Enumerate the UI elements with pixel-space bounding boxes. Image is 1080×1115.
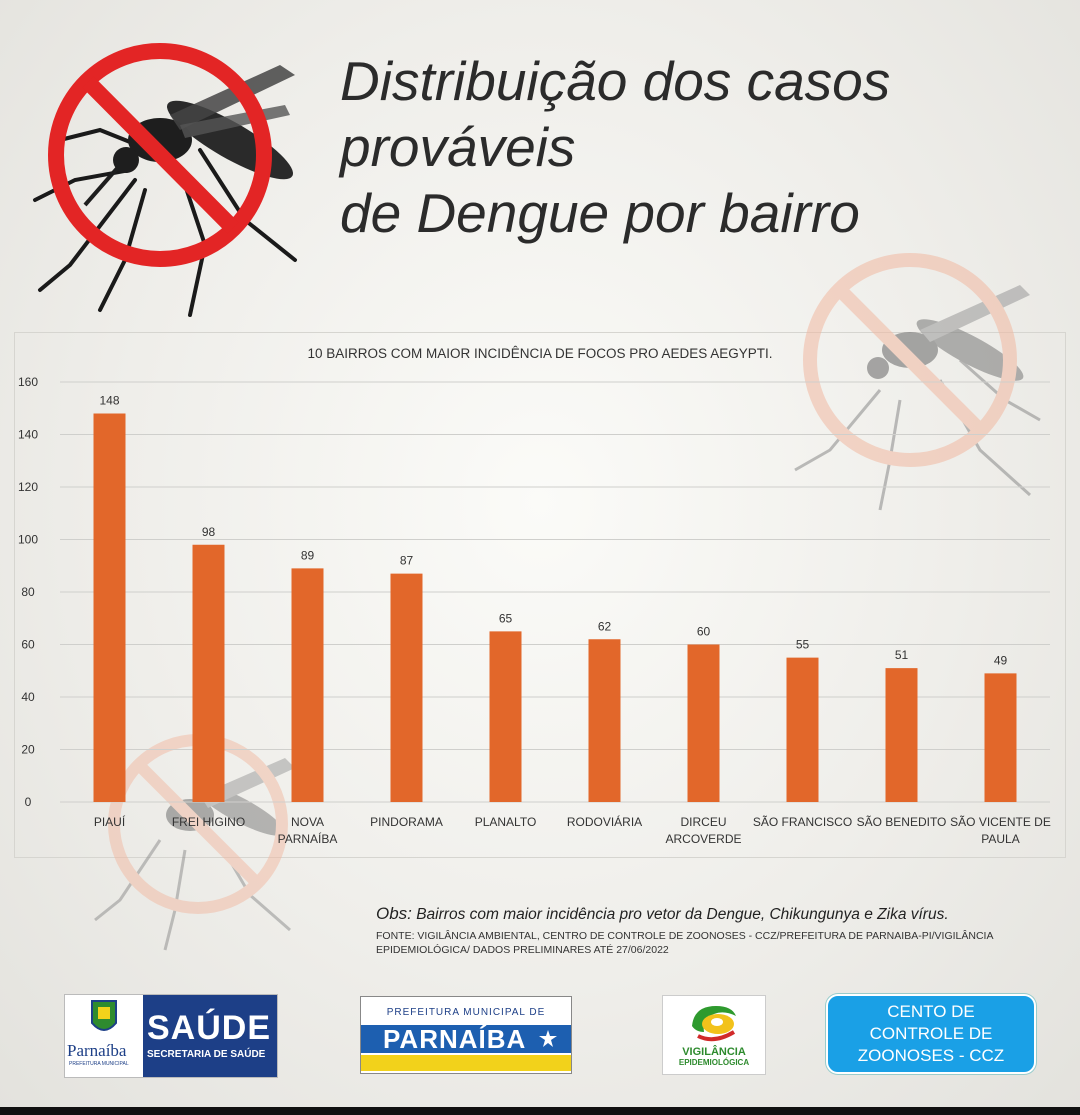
bar	[588, 639, 621, 802]
saude-subtitle: SECRETARIA DE SAÚDE	[147, 1049, 266, 1060]
y-tick-label: 140	[18, 428, 38, 442]
x-tick-label: DIRCEU ARCOVERDE	[665, 815, 741, 846]
x-tick-label: NOVA PARNAÍBA	[278, 815, 338, 846]
data-label: 49	[994, 653, 1008, 667]
data-label: 98	[202, 525, 216, 539]
chart-frame	[14, 332, 1066, 858]
data-label: 55	[796, 638, 810, 652]
y-tick-label: 160	[18, 375, 38, 389]
y-tick-label: 20	[21, 743, 35, 757]
bar	[885, 668, 918, 802]
bar	[291, 568, 324, 802]
title-line-2: de Dengue por bairro	[340, 182, 860, 244]
prefeitura-name: PARNAÍBA	[383, 1024, 527, 1054]
y-tick-label: 60	[21, 638, 35, 652]
data-label: 51	[895, 648, 909, 662]
bar-chart: 10 BAIRROS COM MAIOR INCIDÊNCIA DE FOCOS…	[18, 346, 1051, 846]
x-tick-label: RODOVIÁRIA	[567, 814, 642, 829]
y-tick-label: 120	[18, 480, 38, 494]
saude-city: Parnaíba	[67, 1041, 127, 1060]
prefeitura-band: PARNAÍBA	[361, 1025, 571, 1053]
bar	[192, 544, 225, 802]
prefeitura-logo: PREFEITURA MUNICIPAL DE PARNAÍBA	[360, 996, 572, 1074]
y-tick-label: 0	[25, 795, 32, 809]
x-tick-label: SÃO VICENTE DE PAULA	[950, 815, 1051, 846]
obs-text: Bairros com maior incidência pro vetor d…	[416, 906, 949, 923]
ccz-line-1: CENTO DE CONTROLE DE	[869, 1002, 993, 1043]
vigilancia-name: VIGILÂNCIA	[682, 1046, 746, 1058]
bottom-bar	[0, 1107, 1080, 1115]
bar	[786, 657, 819, 802]
source-line-2: EPIDEMIOLÓGICA/ DADOS PRELIMINARES ATÉ 2…	[376, 944, 669, 956]
ccz-text: CENTO DE CONTROLE DE ZOONOSES - CCZ	[838, 1001, 1024, 1067]
vigilancia-sub: EPIDEMIOLÓGICA	[678, 1058, 750, 1067]
bar	[390, 573, 423, 802]
x-tick-label: PIAUÍ	[94, 814, 126, 829]
bar	[984, 673, 1017, 802]
prefeitura-top: PREFEITURA MUNICIPAL DE	[386, 1007, 546, 1018]
no-mosquito-icon	[33, 43, 297, 317]
star-icon	[539, 1030, 557, 1047]
bar	[687, 644, 720, 802]
source-line-1: FONTE: VIGILÂNCIA AMBIENTAL, CENTRO DE C…	[376, 930, 994, 942]
page-title: Distribuição dos casos prováveis de Deng…	[340, 48, 1070, 246]
x-tick-label: FREI HIGINO	[172, 815, 245, 829]
y-tick-label: 100	[18, 533, 38, 547]
faded-no-mosquito-icon	[794, 253, 1041, 511]
saude-title: SAÚDE	[147, 1009, 272, 1047]
data-label: 148	[99, 394, 119, 408]
parnaiba-crest: Parnaíba PREFEITURA MUNICIPAL	[65, 995, 143, 1077]
saude-logo: Parnaíba PREFEITURA MUNICIPAL SAÚDE SECR…	[64, 994, 278, 1078]
x-tick-label: SÃO FRANCISCO	[753, 815, 852, 829]
title-line-1: Distribuição dos casos prováveis	[340, 50, 891, 178]
obs-label: Obs:	[376, 904, 412, 923]
x-tick-label: PLANALTO	[475, 815, 537, 829]
data-label: 89	[301, 548, 315, 562]
data-label: 65	[499, 611, 513, 625]
data-label: 60	[697, 625, 711, 639]
y-tick-label: 80	[21, 585, 35, 599]
ccz-logo: CENTO DE CONTROLE DE ZOONOSES - CCZ	[826, 994, 1036, 1074]
data-label: 62	[598, 619, 612, 633]
vigilancia-logo: VIGILÂNCIA EPIDEMIOLÓGICA	[662, 995, 766, 1075]
data-label: 87	[400, 554, 414, 568]
vigilancia-icon	[692, 1006, 736, 1042]
y-tick-label: 40	[21, 690, 35, 704]
x-tick-label: SÃO BENEDITO	[857, 815, 947, 829]
source-note: FONTE: VIGILÂNCIA AMBIENTAL, CENTRO DE C…	[376, 929, 1016, 957]
chart-title: 10 BAIRROS COM MAIOR INCIDÊNCIA DE FOCOS…	[307, 346, 772, 361]
bar	[489, 631, 522, 802]
crest-icon	[91, 1000, 117, 1031]
saude-city-sub: PREFEITURA MUNICIPAL	[69, 1061, 129, 1067]
bar	[93, 413, 126, 802]
x-tick-label: PINDORAMA	[370, 815, 443, 829]
ccz-line-2: ZOONOSES - CCZ	[857, 1046, 1005, 1065]
saude-banner: SAÚDE SECRETARIA DE SAÚDE	[143, 995, 277, 1077]
obs-note: Obs: Bairros com maior incidência pro ve…	[376, 904, 949, 924]
